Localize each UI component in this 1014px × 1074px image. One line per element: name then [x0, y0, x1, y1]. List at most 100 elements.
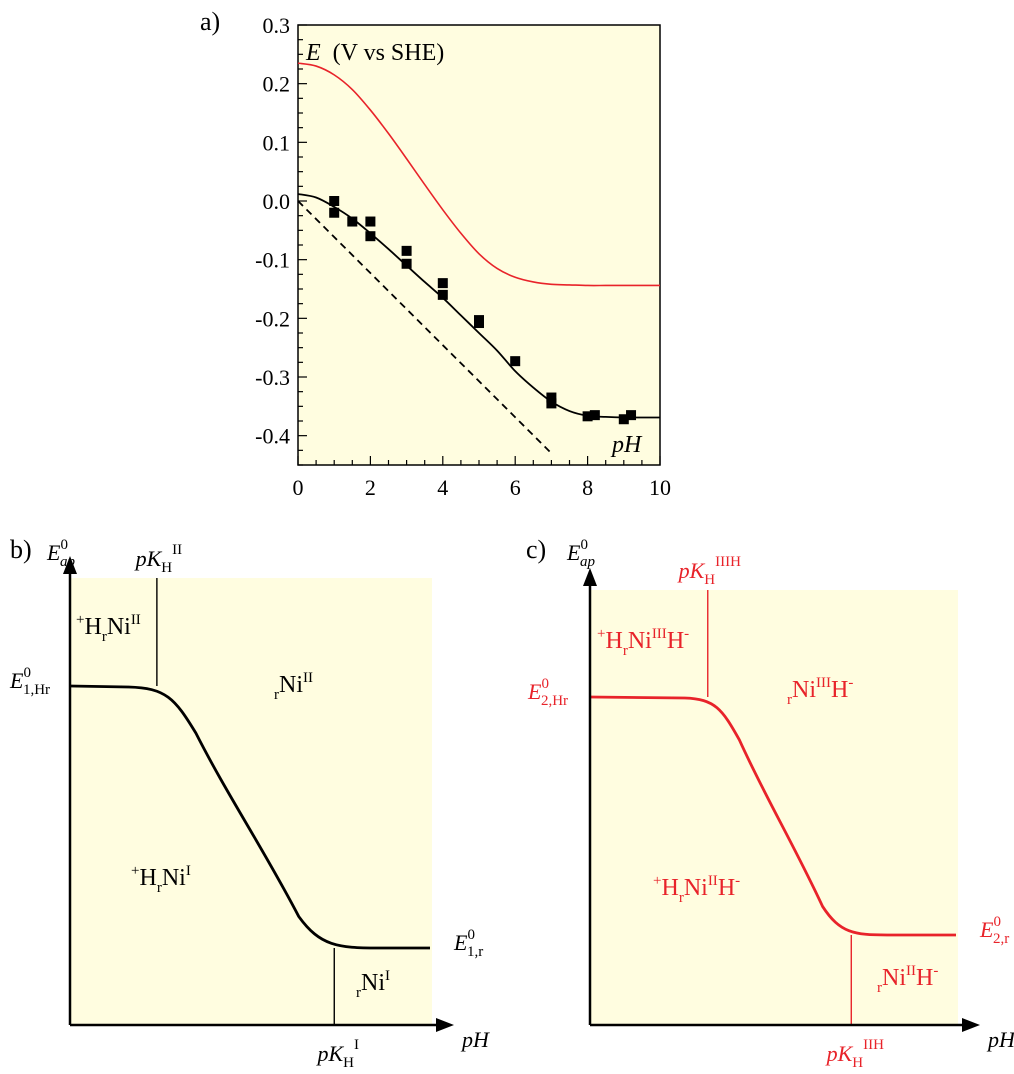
e-high-label-main: E: [9, 668, 24, 693]
data-point-square: [510, 356, 521, 367]
region-bottom-right-ni: Ni: [882, 965, 906, 991]
region-bottom-left-h: H: [139, 865, 156, 891]
region-top-right-sub: r: [787, 692, 792, 708]
data-point-square: [582, 411, 593, 422]
region-top-left-h: H: [84, 614, 101, 640]
data-point-square: [437, 289, 448, 300]
data-point-square: [347, 216, 358, 227]
e-high-label-main: E: [527, 679, 542, 704]
x-tick-label: 6: [510, 475, 521, 500]
data-point-square: [546, 392, 557, 403]
ylabel-sub: ap: [580, 554, 596, 570]
e-high-label: E0 1,Hr: [9, 665, 50, 698]
apparent-potential-curve: [69, 684, 430, 950]
e-low-label-sub: 1,r: [467, 944, 483, 960]
panel-a-y-tick-labels: 0.3 0.2 0.1 0.0 -0.1 -0.2 -0.3 -0.4: [255, 13, 290, 449]
panel-a-ticks: [297, 24, 661, 466]
panel-a-label: a): [200, 7, 220, 36]
region-bottom-left-ox: I: [186, 863, 191, 879]
region-top-right-sub: r: [274, 687, 279, 703]
e-low-label-main: E: [453, 930, 468, 955]
region-bottom-right-ni: Ni: [361, 970, 385, 996]
x-axis-arrow-icon: [436, 1018, 454, 1032]
pk-top-label-sup: IIIH: [715, 554, 741, 570]
region-bottom-left-sub: r: [679, 890, 684, 906]
pk-bottom-label-main: pK: [825, 1041, 854, 1066]
series-line-black: [297, 193, 660, 419]
y-tick-label: -0.2: [255, 306, 290, 331]
data-point-square: [401, 245, 412, 256]
region-bottom-right-sub: r: [877, 980, 882, 996]
pk-bottom-label-sub: H: [852, 1055, 863, 1071]
y-axis-label: E0 ap: [46, 537, 75, 570]
region-top-right-hydride-charge: -: [848, 675, 853, 691]
region-bottom-left-hydride-charge: -: [735, 873, 740, 889]
x-tick-label: 2: [365, 475, 376, 500]
e-high-label-sup: 0: [541, 676, 549, 692]
region-bottom-right-hydride-charge: -: [933, 963, 938, 979]
e-low-label-sub: 2,r: [993, 931, 1009, 947]
region-bottom-right-ox: I: [385, 968, 390, 984]
y-axis-label: E0 ap: [566, 537, 595, 570]
region-bottom-left-ox: II: [708, 873, 718, 889]
region-top-right: rNiIIIH-: [787, 675, 853, 708]
region-top-right-ox: III: [816, 675, 831, 691]
region-top-left-ni: Ni: [107, 614, 131, 640]
region-top-right-ni: Ni: [279, 672, 303, 698]
region-top-right-hydride: H: [831, 677, 848, 703]
region-top-left-h: H: [605, 628, 622, 654]
plot-area: [70, 578, 432, 1025]
pk-top-label: pKHII: [134, 542, 183, 576]
region-top-left-ni: Ni: [628, 628, 652, 654]
e-high-label-sup: 0: [23, 665, 31, 681]
ylabel-sup: 0: [580, 537, 588, 553]
y-tick-label: 0.1: [263, 130, 291, 155]
panel-a-xlabel: pH: [610, 432, 643, 458]
region-bottom-left-sub: r: [157, 880, 162, 896]
ylabel-sup: 0: [60, 537, 68, 553]
e-low-label-main: E: [979, 917, 994, 942]
e-low-label-sup: 0: [993, 914, 1001, 930]
pk-top-label: pKHIIIH: [677, 554, 742, 588]
region-bottom-left-ni: Ni: [162, 865, 186, 891]
pk-bottom-label-sup: I: [354, 1037, 359, 1053]
panel-a-ylabel-symbol: E: [305, 40, 321, 66]
region-bottom-left-charge: +: [653, 873, 661, 889]
x-tick-label: 8: [582, 475, 593, 500]
ylabel-main: E: [566, 540, 581, 565]
data-point-square: [626, 410, 637, 421]
region-top-left: +HrNiIIIH-: [597, 626, 689, 659]
region-top-left-sub: r: [102, 629, 107, 645]
x-tick-label: 4: [437, 475, 448, 500]
y-tick-label: -0.3: [255, 365, 290, 390]
region-bottom-left-ni: Ni: [684, 875, 708, 901]
panel-b-label: b): [10, 535, 32, 564]
region-top-left-ox: III: [652, 626, 667, 642]
e-high-label: E0 2,Hr: [527, 676, 568, 709]
pk-top-label-sup: II: [172, 542, 182, 558]
x-tick-label: 10: [649, 475, 671, 500]
apparent-potential-curve: [589, 695, 956, 937]
region-top-left-ox: II: [131, 612, 141, 628]
region-top-right: rNiII: [274, 670, 313, 703]
pk-top-label-sub: H: [704, 572, 715, 588]
x-axis-arrow-icon: [962, 1018, 980, 1032]
region-top-left-sub: r: [623, 643, 628, 659]
ylabel-sub: ap: [60, 554, 76, 570]
region-bottom-right-sub: r: [356, 985, 361, 1001]
panel-c-label: c): [526, 535, 546, 564]
region-top-left-hydride: H: [667, 628, 684, 654]
y-tick-label: 0.3: [263, 13, 291, 38]
data-point-square: [365, 216, 376, 227]
y-tick-label: 0.2: [263, 72, 291, 97]
series-line-red: [297, 62, 660, 287]
panel-a-ylabel-unit: (V vs SHE): [333, 40, 445, 66]
panel-a-ylabel: E (V vs SHE): [305, 40, 444, 66]
region-top-left-charge: +: [597, 626, 605, 642]
pk-bottom-label-sup: IIH: [863, 1037, 884, 1053]
x-axis-label: pH: [460, 1027, 490, 1052]
data-point-square: [474, 318, 484, 329]
region-bottom-left-charge: +: [131, 863, 139, 879]
region-bottom-left-hydride: H: [718, 875, 735, 901]
